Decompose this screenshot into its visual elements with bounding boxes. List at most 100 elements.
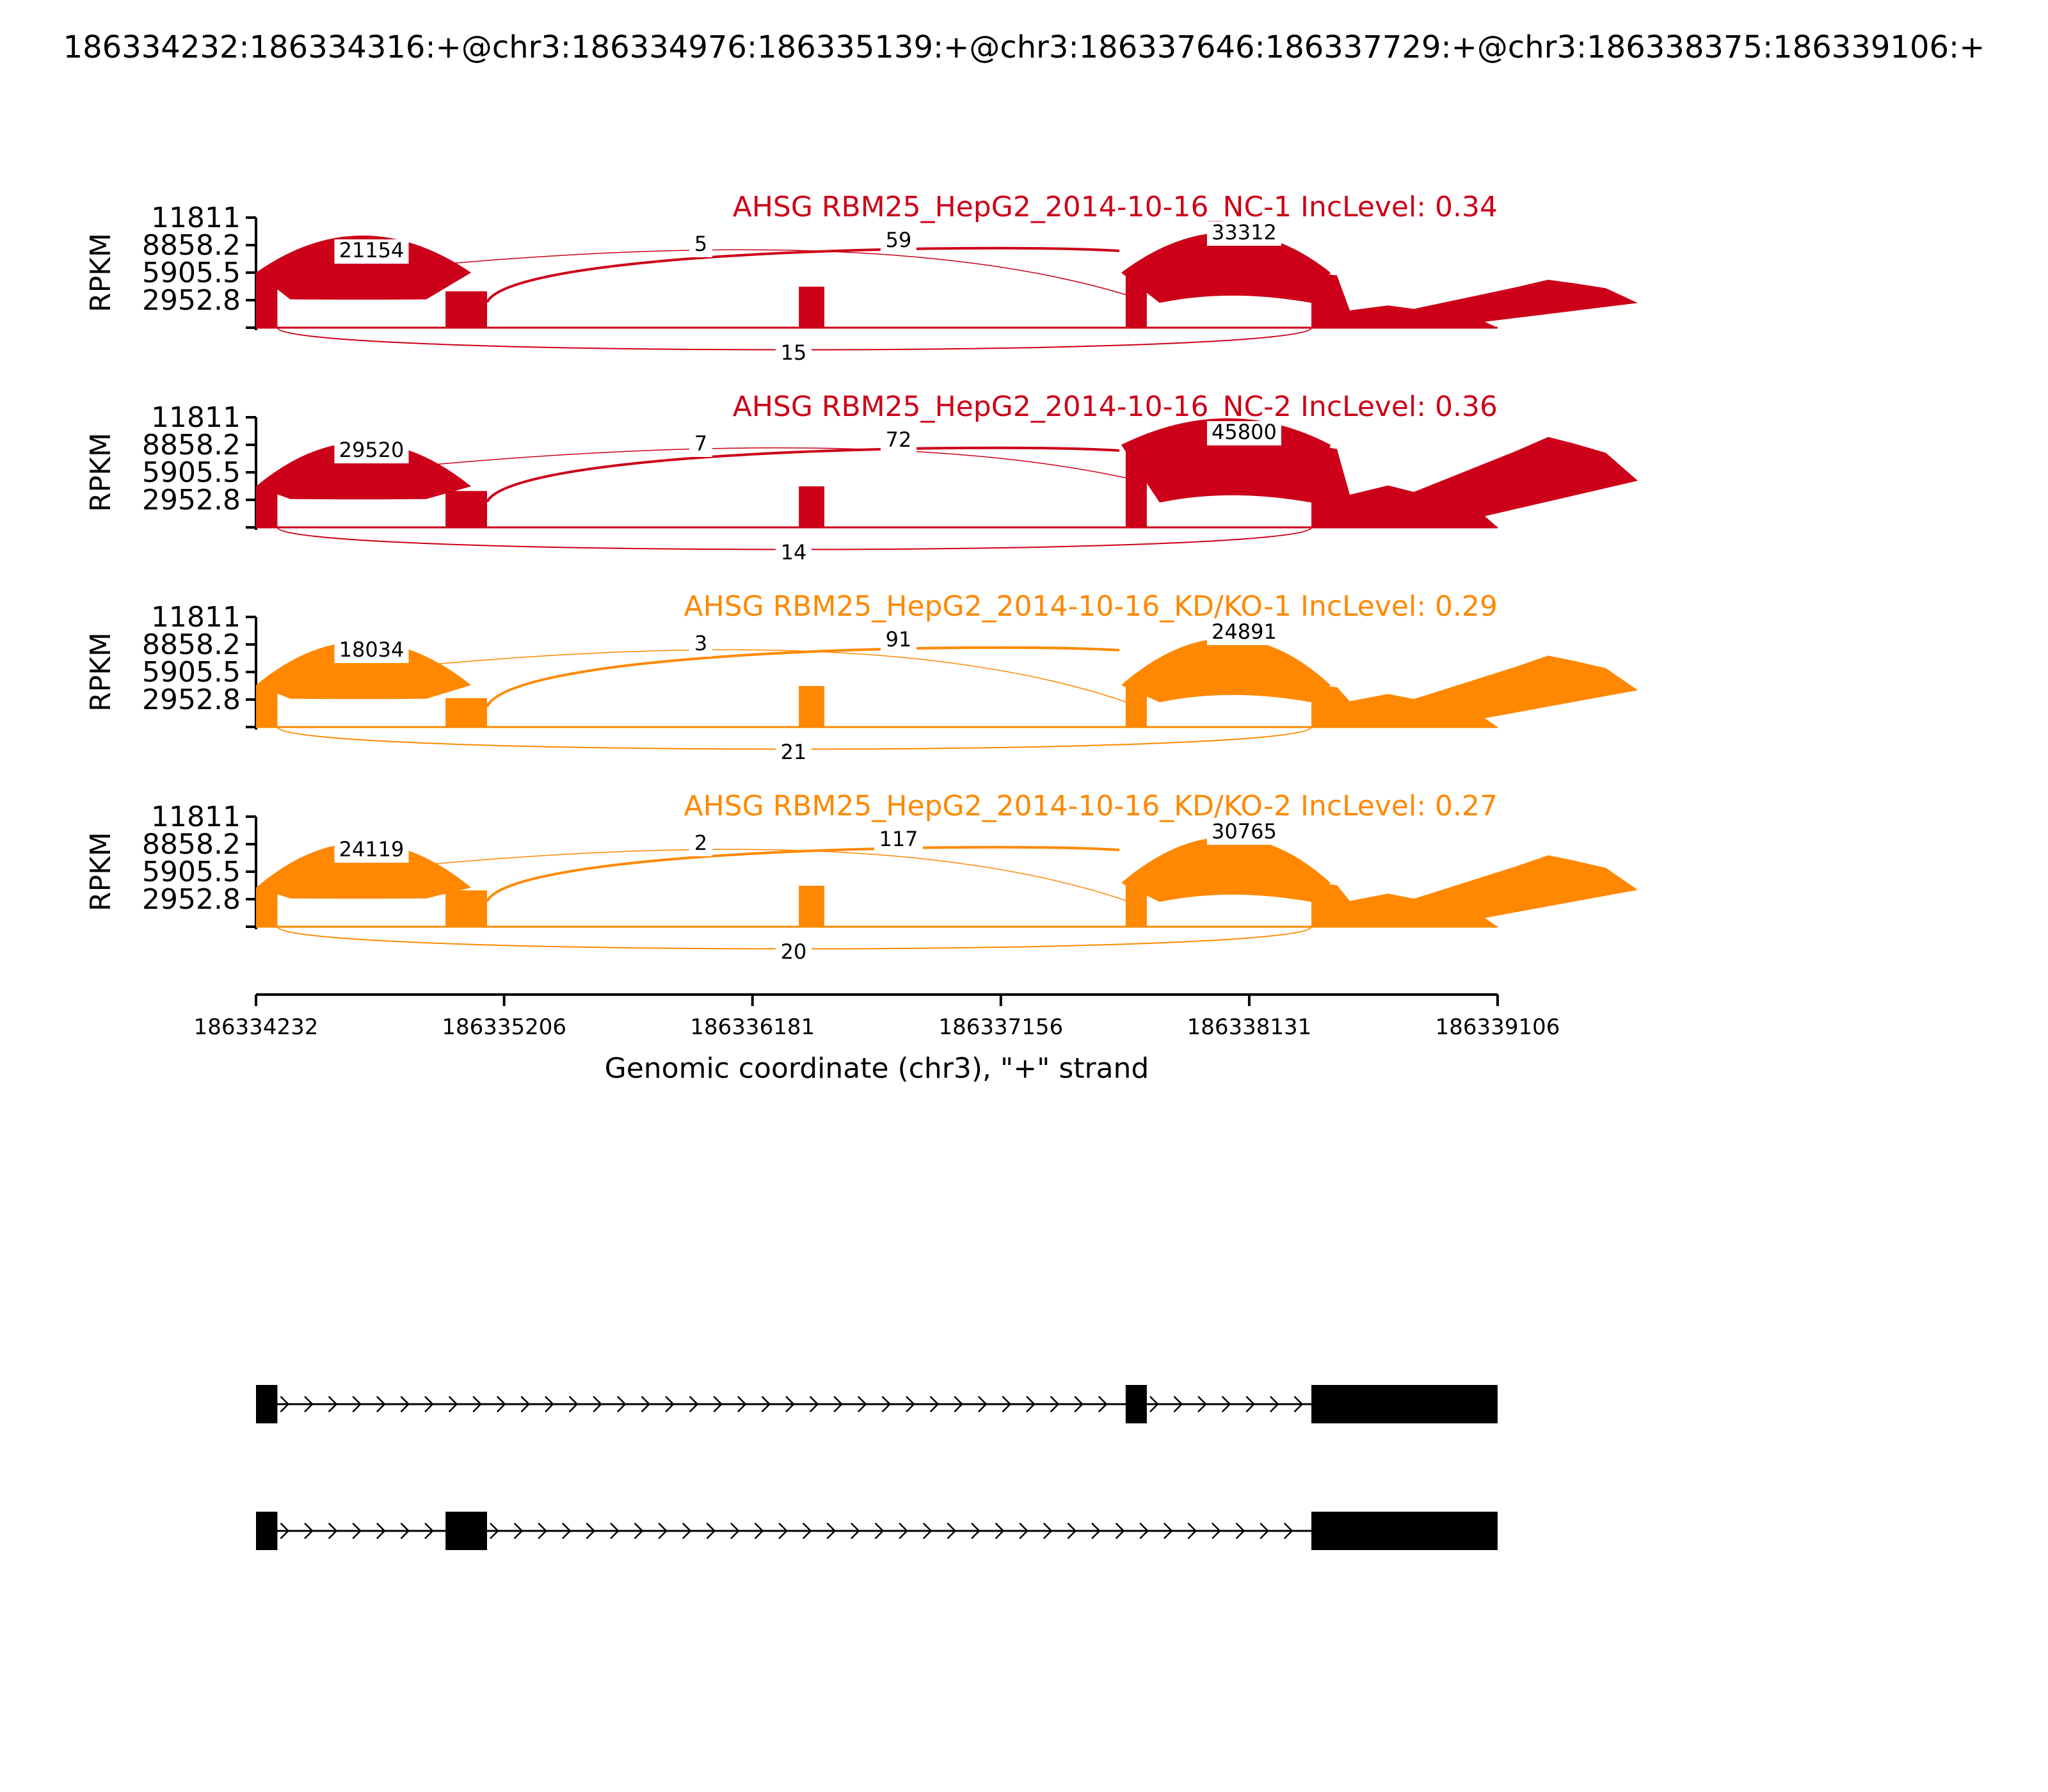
x-axis-label: Genomic coordinate (chr3), "+" strand (605, 1052, 1149, 1085)
junction-count-label: 3 (694, 631, 707, 655)
junction-label-box (1206, 421, 1281, 445)
y-tick-label: 11811 (151, 401, 241, 434)
y-tick-label: 8858.2 (142, 628, 241, 661)
junction-arc-3 (405, 447, 1126, 479)
junction-arc-4 (1121, 836, 1331, 902)
strand-arrow (304, 1523, 314, 1539)
strand-arrow (737, 1396, 747, 1412)
strand-arrow (520, 1396, 531, 1412)
strand-arrow (1091, 1523, 1101, 1539)
strand-arrow (513, 1523, 524, 1539)
junction-count-label: 5 (694, 232, 707, 256)
junction-label-box (881, 628, 916, 653)
x-tick-label: 186334232 (194, 1014, 319, 1040)
coverage-exon-2 (445, 491, 488, 527)
exon-block (256, 1385, 278, 1423)
strand-arrow (689, 1396, 699, 1412)
junction-arc-2 (486, 845, 1120, 902)
coverage-exon-4 (1311, 436, 1638, 527)
coverage-exon-1 (256, 486, 278, 527)
y-tick-label: 5905.5 (142, 456, 241, 489)
junction-arc-1 (256, 842, 472, 899)
strand-arrow (1293, 1396, 1304, 1412)
junction-count-label: 91 (886, 627, 912, 652)
junction-label-box (776, 342, 812, 366)
junction-label-box (776, 741, 812, 765)
strand-arrow (1163, 1523, 1173, 1539)
coverage-exon-2 (445, 291, 488, 328)
y-tick-label: 2952.8 (142, 284, 241, 317)
junction-count-label: 30765 (1212, 819, 1277, 844)
junction-arc-2 (486, 446, 1120, 503)
transcript (256, 1385, 1498, 1423)
strand-arrow (304, 1396, 314, 1412)
strand-arrow (1173, 1396, 1183, 1412)
strand-arrow (496, 1396, 506, 1412)
strand-arrow (328, 1396, 338, 1412)
junction-label-box (689, 233, 712, 257)
x-axis: 186334232 186335206 186336181 186337156 1863… (194, 993, 1560, 1085)
junction-count-label: 7 (694, 431, 707, 456)
strand-arrow (634, 1523, 644, 1539)
strand-arrow (1221, 1396, 1231, 1412)
strand-arrow (1245, 1396, 1256, 1412)
strand-arrow (857, 1396, 867, 1412)
junction-label-box (776, 941, 812, 965)
x-tick-label: 186339106 (1436, 1014, 1560, 1040)
sample-title: AHSG RBM25_HepG2_2014-10-16_KD/KO-1 IncL… (684, 590, 1498, 623)
junction-arc-1 (256, 442, 472, 500)
strand-arrow (424, 1396, 434, 1412)
coverage-exon-4 (1311, 273, 1638, 328)
strand-arrow (1043, 1523, 1053, 1539)
strand-arrow (954, 1396, 963, 1412)
strand-arrow (833, 1396, 843, 1412)
coverage-exon-middle (799, 286, 825, 328)
strand-arrow (561, 1523, 572, 1539)
exon-block (445, 1512, 488, 1550)
exon-block (256, 1512, 278, 1550)
junction-count-label: 24119 (339, 837, 404, 861)
strand-arrow (1002, 1396, 1012, 1412)
x-tick-label: 186338131 (1187, 1014, 1312, 1040)
junction-label-box (881, 229, 916, 253)
sample-title: AHSG RBM25_HepG2_2014-10-16_NC-1 IncLeve… (733, 191, 1498, 223)
junction-count-label: 72 (886, 428, 912, 452)
strand-arrow (448, 1396, 458, 1412)
junction-arc-3 (405, 649, 1126, 703)
strand-arrow (1098, 1396, 1108, 1412)
coverage-exon-2 (445, 698, 488, 727)
y-axis-label: RPKM (84, 433, 117, 512)
junction-arc-1 (256, 641, 472, 700)
strand-arrow (1050, 1396, 1060, 1412)
junction-count-label: 20 (781, 940, 807, 964)
junction-arc-4 (1121, 232, 1331, 303)
junction-label-box (689, 632, 712, 657)
strand-arrow (545, 1396, 554, 1412)
strand-arrow (1019, 1523, 1028, 1539)
strand-arrow (929, 1396, 940, 1412)
junction-count-label: 21154 (339, 238, 404, 262)
strand-arrow (616, 1396, 627, 1412)
junction-label-box (881, 429, 916, 453)
strand-arrow (400, 1396, 410, 1412)
strand-arrow (785, 1396, 795, 1412)
strand-arrow (1260, 1523, 1269, 1539)
junction-count-label: 117 (879, 827, 918, 851)
strand-arrow (328, 1523, 338, 1539)
strand-arrow (424, 1523, 434, 1539)
junction-arc-3 (405, 249, 1126, 296)
strand-arrow (376, 1523, 386, 1539)
strand-arrow (977, 1396, 988, 1412)
exon-block (1311, 1385, 1498, 1423)
strand-arrow (376, 1396, 386, 1412)
strand-arrow (538, 1523, 547, 1539)
junction-label-box (334, 838, 409, 863)
strand-arrow (280, 1396, 290, 1412)
strand-arrow (947, 1523, 957, 1539)
y-tick-label: 2952.8 (142, 484, 241, 516)
strand-arrow (610, 1523, 620, 1539)
sample-title: AHSG RBM25_HepG2_2014-10-16_KD/KO-2 IncL… (684, 790, 1498, 822)
